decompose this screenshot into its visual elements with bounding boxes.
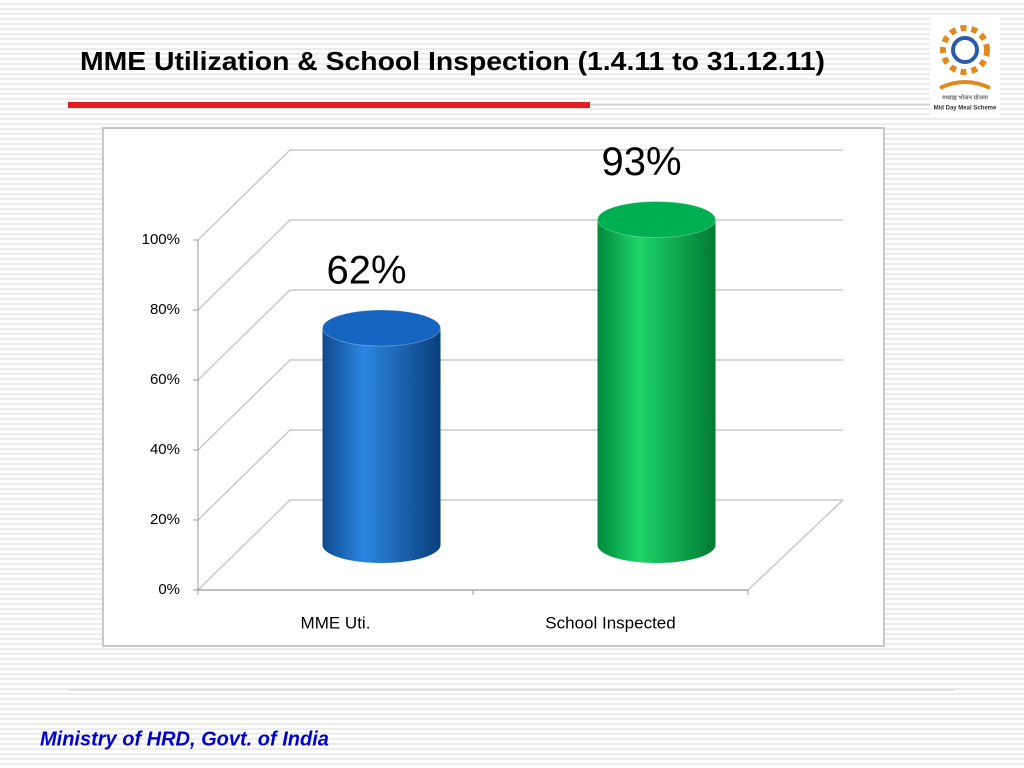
footer: Ministry of HRD, Govt. of India — [40, 728, 329, 750]
cylinder-top — [597, 201, 716, 238]
y-tick-label: 100% — [142, 231, 180, 248]
logo-caption: Mid Day Meal Scheme — [934, 106, 997, 112]
logo: मध्याह्न भोजन योजना Mid Day Meal Scheme — [930, 18, 1000, 118]
x-tick-label: MME Uti. — [301, 613, 371, 632]
y-tick-label: 0% — [158, 581, 180, 598]
chart-area — [102, 127, 885, 647]
slide-title: MME Utilization & School Inspection (1.4… — [80, 46, 825, 76]
y-tick-label: 60% — [150, 371, 180, 388]
y-tick-label: 40% — [150, 441, 180, 458]
y-tick-label: 20% — [150, 511, 180, 528]
logo-hindi: मध्याह्न भोजन योजना — [942, 94, 988, 102]
plot: 0% 20% 40% 60% 80% 100% MME Uti. 62% School Insp… — [142, 140, 844, 632]
cylinder — [597, 219, 716, 545]
data-label: 62% — [326, 249, 406, 293]
grid-line — [197, 149, 843, 241]
y-tick-label: 80% — [150, 301, 180, 318]
logo-ring — [940, 25, 990, 75]
logo-bg — [930, 18, 1000, 118]
cylinder — [322, 328, 441, 545]
x-tick-label: School Inspected — [545, 613, 675, 632]
title-underline — [68, 102, 590, 108]
logo-book — [939, 80, 991, 90]
data-label: 93% — [601, 140, 681, 184]
logo-inner — [951, 36, 979, 64]
cylinder-top — [322, 309, 441, 347]
